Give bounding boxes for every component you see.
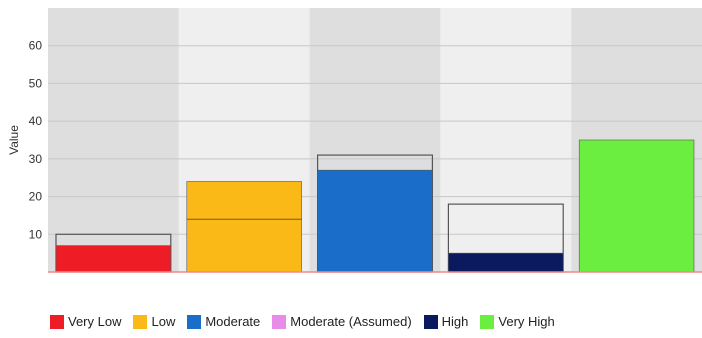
legend-swatch: [423, 314, 438, 329]
legend-label: Low: [151, 314, 176, 329]
legend-item: Very High: [480, 314, 555, 329]
y-tick-label: 20: [29, 190, 43, 204]
bar: [55, 245, 172, 273]
legend-label: Moderate: [205, 314, 261, 329]
legend-swatch: [50, 314, 64, 329]
legend-label: Moderate (Assumed): [290, 314, 412, 329]
bar: [578, 139, 695, 273]
legend-item: Moderate: [187, 314, 260, 329]
legend-item: High: [423, 314, 469, 329]
y-tick-label: 40: [29, 114, 43, 128]
bar: [317, 169, 433, 273]
legend-item: Moderate (Assumed): [272, 314, 412, 329]
legend-swatch: [133, 314, 148, 329]
y-tick-label: 60: [29, 39, 43, 53]
bar: [186, 181, 302, 273]
legend-label: Very High: [498, 314, 555, 329]
y-axis-label: Value: [7, 125, 21, 155]
legend-swatch: [480, 314, 495, 329]
legend-swatch: [187, 314, 202, 329]
y-tick-label: 50: [29, 76, 43, 90]
bar: [448, 252, 564, 273]
y-tick-label: 10: [29, 227, 43, 241]
legend-swatch: [272, 314, 287, 329]
legend-label: High: [441, 314, 469, 329]
legend-item: Very Low: [50, 314, 121, 329]
y-tick-label: 30: [29, 152, 43, 166]
legend-item: Low: [133, 314, 175, 329]
legend-label: Very Low: [68, 314, 122, 329]
column-band: [48, 8, 179, 272]
column-band: [440, 8, 572, 272]
legend: Very Low Low Moderate Moderate (Assumed) Hig…: [50, 314, 567, 329]
